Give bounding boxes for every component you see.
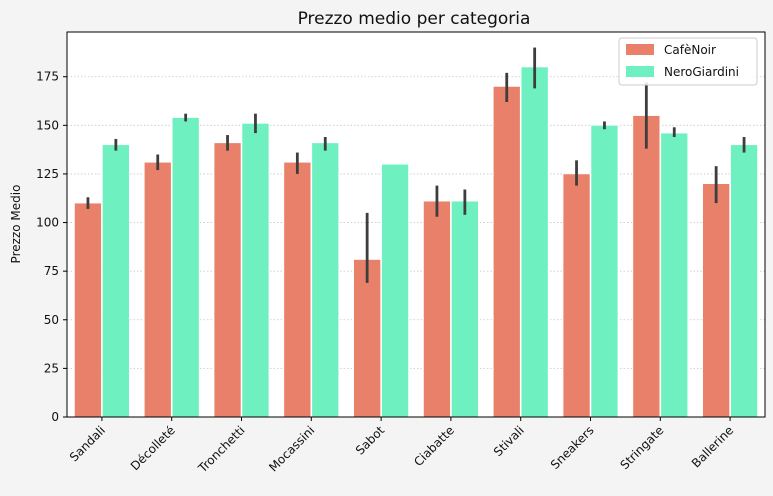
legend-swatch-nerogiardini xyxy=(626,66,654,77)
legend: CafèNoir NeroGiardini xyxy=(618,37,758,86)
bar-cafenoir-sandali xyxy=(74,202,102,418)
x-axis-ticks: Sandali Décolleté Tronchetti Mocassini Sabot… xyxy=(67,417,736,476)
y-tick-label: 50 xyxy=(44,313,59,327)
bar-nerogiardini-tronchetti xyxy=(241,123,270,418)
bar-nerogiardini-ballerine xyxy=(730,144,758,418)
bar-cafenoir-tronchetti xyxy=(213,142,242,418)
x-tick-label-ciabatte: Ciabatte xyxy=(411,423,457,469)
y-tick-label: 100 xyxy=(36,216,59,230)
bar-nerogiardini-sabot xyxy=(381,163,409,418)
error-bars-group xyxy=(86,47,746,283)
bar-nerogiardini-mocassini xyxy=(311,142,340,418)
bar-nerogiardini-sneakers xyxy=(590,125,619,418)
bar-cafenoir-stringate xyxy=(632,115,661,418)
y-tick-label: 175 xyxy=(36,70,59,84)
plot-area xyxy=(67,32,765,417)
x-tick-label-mocassini: Mocassini xyxy=(266,423,317,474)
legend-swatch-cafenoir xyxy=(626,44,654,55)
bar-nerogiardini-sandali xyxy=(102,144,130,418)
x-tick-label-tronchetti: Tronchetti xyxy=(195,423,248,476)
bar-cafenoir-ballerine xyxy=(702,183,730,418)
bar-cafenoir-mocassini xyxy=(283,161,312,418)
x-tick-label-sneakers: Sneakers xyxy=(548,423,597,472)
bar-nerogiardini-stivali xyxy=(520,66,549,418)
y-axis-label: Prezzo Medio xyxy=(9,185,23,264)
y-axis-ticks: 0 25 50 75 100 125 150 175 xyxy=(36,70,67,424)
y-tick-label: 125 xyxy=(36,167,59,181)
x-tick-label-sandali: Sandali xyxy=(67,423,108,464)
x-tick-label-sabot: Sabot xyxy=(353,423,388,458)
bar-nerogiardini-stringate xyxy=(660,132,689,418)
bar-cafenoir-decollete xyxy=(143,161,172,418)
y-tick-label: 150 xyxy=(36,118,59,132)
bar-nerogiardini-ciabatte xyxy=(451,200,479,418)
legend-label-cafenoir: CafèNoir xyxy=(664,43,716,57)
bar-cafenoir-stivali xyxy=(492,86,521,418)
bars-group xyxy=(74,66,758,418)
bar-nerogiardini-decollete xyxy=(171,117,200,418)
y-tick-label: 0 xyxy=(51,410,59,424)
plot-frame xyxy=(66,31,766,418)
chart-title: Prezzo medio per categoria xyxy=(298,9,531,29)
legend-label-nerogiardini: NeroGiardini xyxy=(664,65,739,79)
bar-cafenoir-sabot xyxy=(353,259,381,418)
x-tick-label-ballerine: Ballerine xyxy=(689,423,736,470)
bar-cafenoir-ciabatte xyxy=(423,200,451,418)
bar-cafenoir-sneakers xyxy=(562,173,591,418)
x-tick-label-stringate: Stringate xyxy=(617,423,666,472)
y-tick-label: 25 xyxy=(44,361,59,375)
x-tick-label-stivali: Stivali xyxy=(491,423,527,459)
y-tick-label: 75 xyxy=(44,264,59,278)
x-tick-label-decollete: Décolleté xyxy=(128,423,178,473)
